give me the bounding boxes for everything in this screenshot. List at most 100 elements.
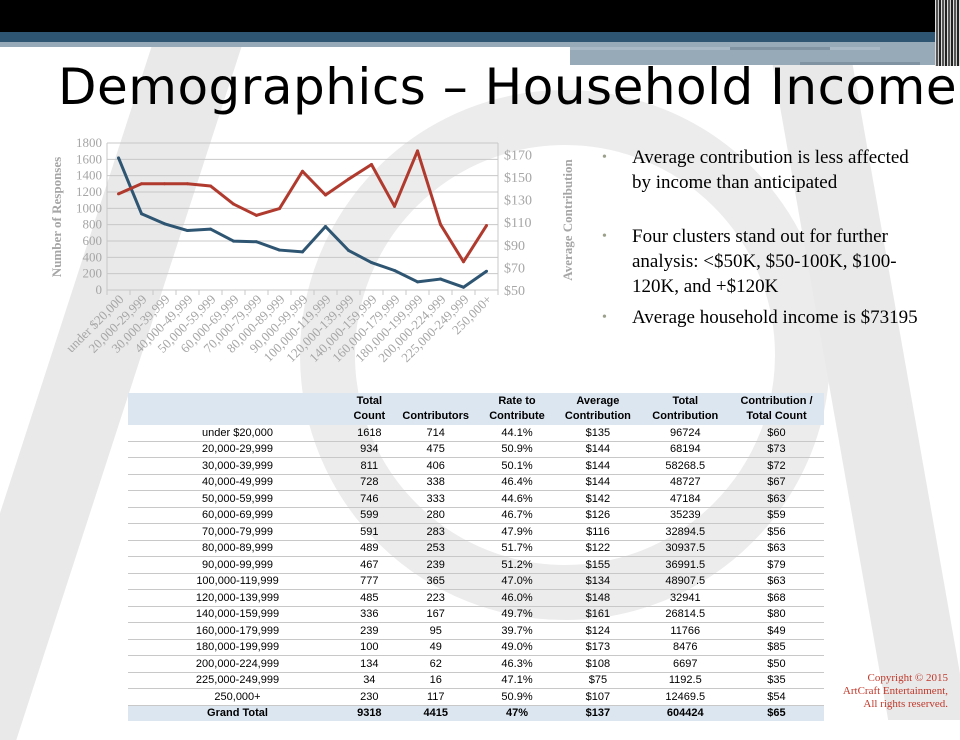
table-cell: 34: [347, 672, 392, 689]
table-cell: $80: [728, 606, 824, 623]
table-cell: 50.1%: [479, 457, 555, 475]
header-line: Contribution: [564, 410, 631, 422]
data-point: [255, 213, 258, 217]
table-cell: 58268.5: [641, 457, 729, 475]
table-cell: $116: [554, 523, 642, 541]
edge-stripes: [935, 0, 960, 66]
table-cell: 68194: [641, 441, 729, 458]
table-cell: 95: [391, 622, 480, 640]
table-cell: 489: [347, 540, 392, 557]
column-header: Total Contribution: [641, 393, 729, 425]
y2-tick-label: $50: [504, 284, 525, 299]
table-cell: 46.0%: [479, 589, 555, 607]
y-tick-label: 1800: [76, 135, 102, 150]
table-cell: 338: [391, 474, 480, 491]
column-header: [128, 393, 347, 425]
table-cell: 134: [347, 655, 392, 673]
table-cell: 160,000-179,999: [128, 622, 347, 640]
table-cell: $50: [728, 655, 824, 673]
data-point: [439, 222, 442, 226]
table-cell: $63: [728, 573, 824, 590]
data-point: [324, 225, 327, 229]
table-cell: 48727: [641, 474, 729, 491]
table-cell: 50.9%: [479, 441, 555, 458]
data-point: [140, 212, 143, 216]
table-cell: $72: [728, 457, 824, 475]
table-cell: $79: [728, 556, 824, 574]
table-cell: 934: [347, 441, 392, 458]
table-cell: 811: [347, 457, 392, 475]
header-band: [0, 32, 960, 42]
data-point: [370, 261, 373, 265]
data-point: [278, 248, 281, 252]
table-cell: 230: [347, 688, 392, 706]
page-title: Demographics – Household Income: [58, 58, 958, 116]
table-cell: $63: [728, 490, 824, 508]
table-cell: 49.7%: [479, 606, 555, 623]
table-cell: 467: [347, 556, 392, 574]
data-point: [117, 156, 120, 160]
table-cell: $144: [554, 457, 642, 475]
table-cell: 4415: [391, 705, 480, 721]
y-tick-label: 200: [83, 266, 103, 281]
table-cell: 47.0%: [479, 573, 555, 590]
column-header: Contribution / Total Count: [728, 393, 824, 425]
y-axis-title: Number of Responses: [49, 157, 64, 277]
table-cell: $161: [554, 606, 642, 623]
data-point: [324, 193, 327, 197]
responses-line: [117, 157, 488, 289]
table-cell: 11766: [641, 622, 729, 640]
table-cell: 44.6%: [479, 490, 555, 508]
header-line: Contribution: [652, 410, 719, 422]
table-cell: $63: [728, 540, 824, 557]
data-point: [462, 285, 465, 289]
table-cell: $142: [554, 490, 642, 508]
header-line: Total: [356, 395, 383, 407]
table-cell: 728: [347, 474, 392, 491]
table-row: 120,000-139,999 485 223 46.0% $148 32941 $68: [128, 589, 824, 607]
column-header: Contributors: [391, 393, 480, 425]
data-point: [301, 169, 304, 173]
table-cell: 223: [391, 589, 480, 607]
header-line: Rate to: [498, 395, 536, 407]
table-cell: 225,000-249,999: [128, 672, 347, 689]
table-cell: 20,000-29,999: [128, 441, 347, 458]
grand-total-row: Grand Total 9318 4415 47% $137 604424 $65: [128, 705, 824, 721]
table-cell: $54: [728, 688, 824, 706]
table-cell: $144: [554, 474, 642, 491]
table-row: 100,000-119,999 777 365 47.0% $134 48907.5 $63: [128, 573, 824, 590]
table-cell: $135: [554, 425, 642, 442]
data-point: [416, 149, 419, 153]
table-cell: 30,000-39,999: [128, 457, 347, 475]
table-cell: 599: [347, 507, 392, 524]
table-cell: 100: [347, 639, 392, 656]
table-cell: 80,000-89,999: [128, 540, 347, 557]
table-cell: 8476: [641, 639, 729, 656]
table-cell: $122: [554, 540, 642, 557]
table-row: 180,000-199,999 100 49 49.0% $173 8476 $85: [128, 639, 824, 656]
data-point: [347, 248, 350, 252]
header-line: [130, 409, 345, 424]
table-cell: $49: [728, 622, 824, 640]
table-cell: $173: [554, 639, 642, 656]
table-cell: 475: [391, 441, 480, 458]
header-strip: [0, 42, 570, 47]
header-line: Contribution /: [740, 395, 813, 407]
table-row: 20,000-29,999 934 475 50.9% $144 68194 $73: [128, 441, 824, 458]
data-point: [140, 182, 143, 186]
table-cell: 47.9%: [479, 523, 555, 541]
table-cell: 9318: [347, 705, 392, 721]
table-cell: 48907.5: [641, 573, 729, 590]
table-cell: 1618: [347, 425, 392, 442]
table-cell: Grand Total: [128, 705, 347, 721]
table-cell: 591: [347, 523, 392, 541]
bullet-icon: •: [602, 229, 607, 244]
data-point: [416, 280, 419, 284]
table-cell: 239: [391, 556, 480, 574]
table-cell: $126: [554, 507, 642, 524]
y2-tick-label: $130: [504, 194, 532, 209]
y-tick-label: 1000: [76, 200, 102, 215]
y-tick-label: 0: [96, 282, 103, 297]
y-tick-label: 1200: [76, 184, 102, 199]
table-cell: $35: [728, 672, 824, 689]
